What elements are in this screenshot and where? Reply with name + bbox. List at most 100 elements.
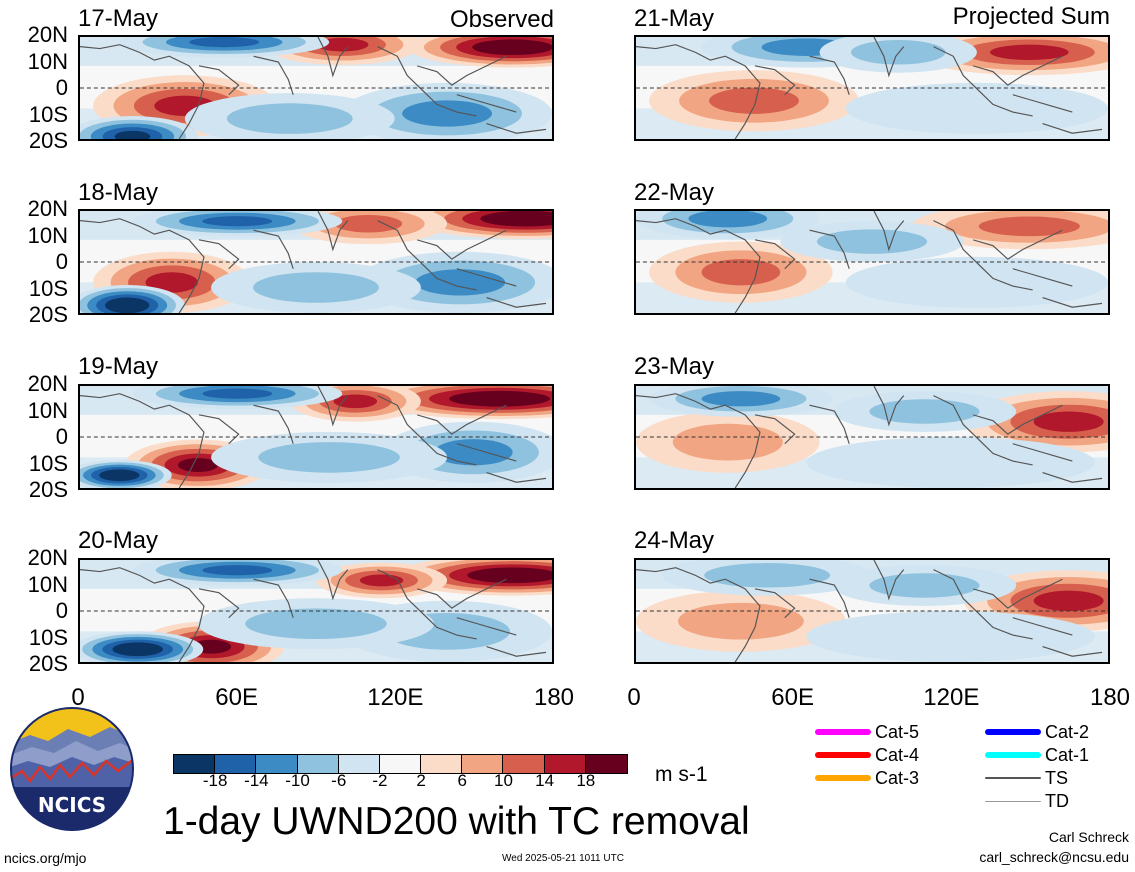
latitude-label: 20N: [27, 371, 68, 396]
colorbar: [173, 754, 628, 774]
legend-line-swatch: [985, 800, 1041, 802]
longitude-label: 180: [1089, 684, 1131, 711]
legend-item-cat-1: Cat-1: [985, 744, 1115, 766]
colorbar-tick-label: -10: [285, 771, 310, 790]
logo-text: NCICS: [38, 793, 106, 817]
legend-line-swatch: [985, 729, 1041, 735]
legend-label: Cat-4: [875, 745, 920, 765]
ncics-logo: NCICS: [10, 707, 134, 831]
colorbar-swatch: [297, 755, 339, 773]
longitude-label: 180: [533, 684, 575, 711]
observed-panel-field-1: [80, 37, 552, 139]
colorbar-tick-label: -2: [372, 771, 388, 790]
legend-item-ts: TS: [985, 767, 1115, 789]
legend-label: Cat-3: [875, 768, 920, 788]
latitude-label: 10S: [28, 450, 68, 476]
latitude-label: 20S: [28, 302, 68, 327]
legend-label: Cat-1: [1045, 745, 1090, 765]
legend-label: TD: [1045, 791, 1069, 811]
longitude-label: 0: [627, 684, 641, 711]
observed-label: Observed: [449, 6, 554, 33]
legend-line-swatch: [815, 752, 871, 758]
legend-label: Cat-5: [875, 722, 920, 742]
latitude-label: 0: [55, 598, 68, 623]
legend-item-td: TD: [985, 790, 1115, 812]
latitude-label: 10S: [28, 275, 68, 301]
longitude-label: 0: [71, 684, 85, 711]
colorbar-tick-label: -14: [244, 771, 269, 790]
colorbar-swatch: [503, 755, 545, 773]
colorbar-swatch: [338, 755, 380, 773]
observed-map-panel: [78, 384, 554, 490]
colorbar-tick-label: 2: [416, 771, 426, 790]
figure-title: 1-day UWND200 with TC removal: [163, 800, 750, 843]
author-name: Carl Schreck: [1048, 829, 1129, 845]
colorbar-tick-label: 18: [576, 771, 596, 790]
latitude-label: 10N: [27, 397, 68, 423]
colorbar-swatch: [421, 755, 463, 773]
projected-date-label: 23-May: [634, 353, 715, 380]
projected-date-label: 24-May: [634, 527, 715, 554]
projected-map-panel: [634, 209, 1110, 315]
colorbar-tick-label: 14: [535, 771, 555, 790]
projected-panel-field-3: [636, 386, 1108, 488]
observed-map-panel: [78, 558, 554, 664]
projected-map-panel: [634, 558, 1110, 664]
timestamp: Wed 2025-05-21 1011 UTC: [502, 853, 624, 864]
colorbar-units: m s-1: [655, 763, 708, 786]
projected-sum-label: Projected Sum: [952, 3, 1110, 30]
longitude-label: 60E: [215, 684, 259, 711]
observed-date-label: 20-May: [78, 527, 159, 554]
author-email: carl_schreck@ncsu.edu: [979, 849, 1129, 865]
longitude-label: 120E: [923, 684, 980, 711]
projected-panel-field-2: [636, 211, 1108, 313]
legend-label: Cat-2: [1045, 722, 1090, 742]
colorbar-tick-label: 6: [457, 771, 467, 790]
legend-item-cat-4: Cat-4: [815, 744, 945, 766]
legend-label: TS: [1045, 768, 1069, 788]
latitude-label: 10S: [28, 101, 68, 127]
colorbar-swatch: [215, 755, 257, 773]
projected-date-label: 21-May: [634, 5, 715, 32]
observed-date-label: 17-May: [78, 5, 159, 32]
observed-panel-field-3: [80, 386, 552, 488]
observed-panel-field-4: [80, 560, 552, 662]
observed-map-panel: [78, 35, 554, 141]
legend-item-cat-5: Cat-5: [815, 721, 945, 743]
colorbar-swatch: [462, 755, 504, 773]
colorbar-swatch: [544, 755, 586, 773]
longitude-label: 60E: [771, 684, 815, 711]
latitude-label: 20S: [28, 477, 68, 502]
latitude-label: 20S: [28, 128, 68, 153]
observed-date-label: 18-May: [78, 179, 159, 206]
colorbar-tick-label: 10: [493, 771, 513, 790]
projected-panel-field-1: [636, 37, 1108, 139]
colorbar-swatch: [256, 755, 298, 773]
legend-item-cat-2: Cat-2: [985, 721, 1115, 743]
latitude-label: 20S: [28, 651, 68, 676]
longitude-label: 120E: [367, 684, 424, 711]
colorbar-swatch: [585, 755, 627, 773]
colorbar-tick-label: -6: [331, 771, 347, 790]
latitude-label: 20N: [27, 22, 68, 47]
observed-panel-field-2: [80, 211, 552, 313]
latitude-label: 0: [55, 424, 68, 449]
latitude-label: 10N: [27, 222, 68, 248]
url-text: ncics.org/mjo: [4, 850, 87, 866]
latitude-label: 20N: [27, 196, 68, 221]
observed-map-panel: [78, 209, 554, 315]
projected-panel-field-4: [636, 560, 1108, 662]
latitude-label: 20N: [27, 545, 68, 570]
colorbar-swatch: [379, 755, 422, 773]
latitude-label: 10N: [27, 571, 68, 597]
latitude-label: 0: [55, 75, 68, 100]
latitude-label: 0: [55, 249, 68, 274]
observed-date-label: 19-May: [78, 353, 159, 380]
latitude-label: 10N: [27, 48, 68, 74]
latitude-label: 10S: [28, 624, 68, 650]
projected-map-panel: [634, 384, 1110, 490]
colorbar-swatch: [174, 755, 216, 773]
projected-map-panel: [634, 35, 1110, 141]
legend-line-swatch: [815, 729, 871, 735]
colorbar-tick-label: -18: [202, 771, 228, 790]
